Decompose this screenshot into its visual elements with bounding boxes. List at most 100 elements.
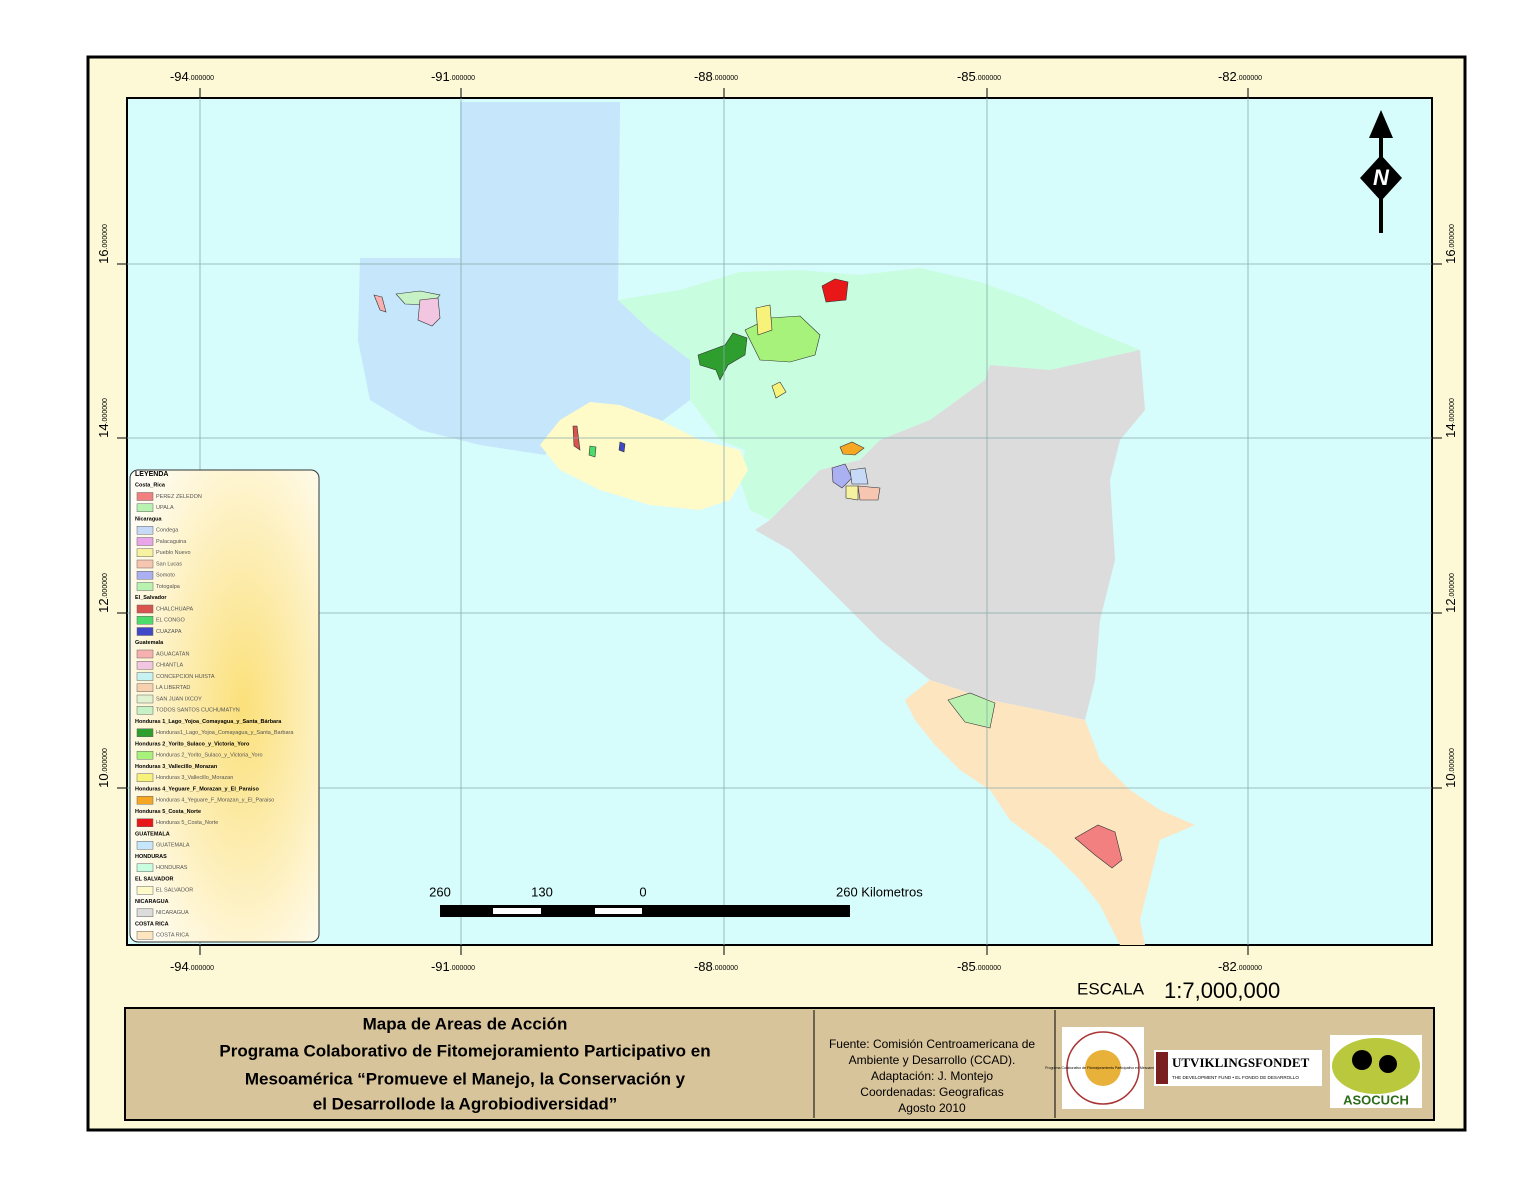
legend-group: Honduras 5_Costa_Norte — [135, 809, 201, 815]
legend-group: Honduras 3_Vallecillo_Morazan — [135, 764, 218, 770]
legend-swatch — [136, 751, 154, 760]
legend-swatch — [136, 526, 154, 535]
legend-swatch — [136, 616, 154, 625]
guatemala — [358, 102, 690, 455]
graticule-label: -94.000000 — [170, 69, 214, 84]
legend-swatch — [136, 672, 154, 681]
area — [771, 381, 787, 399]
legend-swatch — [136, 571, 154, 580]
area — [821, 278, 849, 303]
nicaragua — [755, 350, 1145, 720]
degree: 14 — [1443, 423, 1458, 437]
area — [947, 692, 996, 729]
legend-swatch — [136, 649, 154, 659]
decimal: .000000 — [1237, 75, 1262, 82]
legend-label: SAN JUAN IXCOY — [156, 696, 202, 702]
degree: 10 — [1443, 773, 1458, 787]
area — [588, 445, 597, 458]
legend-label: AGUACATAN — [156, 651, 189, 657]
degree: -91 — [431, 959, 450, 974]
legend-label: PEREZ ZELEDON — [156, 494, 202, 500]
decimal: .000000 — [189, 75, 214, 82]
decimal: .000000 — [1449, 224, 1456, 249]
logo-circle-art — [1085, 1050, 1121, 1086]
decimal: .000000 — [713, 965, 738, 972]
decimal-digits: 000000 — [1239, 965, 1262, 972]
area — [831, 463, 853, 489]
legend-label: Honduras1_Lago_Yojoa_Comayagua_y_Santa_B… — [156, 730, 294, 736]
decimal: .000000 — [189, 965, 214, 972]
legend-box — [129, 469, 320, 943]
legend-label: Honduras 5_Costa_Norte — [156, 820, 218, 826]
north-arrow-diamond — [1360, 155, 1402, 201]
legend-group: Honduras 4_Yeguare_F_Morazan_y_El_Parais… — [135, 786, 259, 792]
graticule-label: -88.000000 — [694, 69, 738, 84]
legend-label: EL CONGO — [156, 618, 186, 624]
decimal: .000000 — [102, 398, 109, 423]
legend-label: CUAZAPA — [156, 629, 182, 635]
area — [755, 304, 773, 336]
decimal: .000000 — [450, 965, 475, 972]
legend-group: Nicaragua — [135, 516, 163, 522]
logo-circle-text: Programa Colaborativo de Fitomejoramient… — [1045, 1066, 1161, 1070]
legend-swatch — [136, 683, 154, 692]
legend-label: Totogalpa — [156, 584, 181, 590]
degree: -82 — [1218, 69, 1237, 84]
legend-label: COSTA RICA — [156, 933, 189, 939]
legend-label: UPALA — [156, 505, 174, 511]
decimal-digits: 000000 — [452, 965, 475, 972]
north-label: N — [1373, 165, 1390, 190]
source-line: Adaptación: J. Montejo — [871, 1069, 993, 1083]
area — [849, 467, 869, 485]
decimal-digits: 000000 — [1239, 75, 1262, 82]
decimal: .000000 — [1449, 748, 1456, 773]
legend-swatch — [136, 582, 154, 591]
legend-swatch — [136, 503, 154, 512]
decimal: .000000 — [102, 224, 109, 249]
graticule-label: -88.000000 — [694, 959, 738, 974]
decimal: .000000 — [976, 75, 1001, 82]
legend-swatch — [136, 548, 154, 557]
area — [857, 485, 881, 501]
graticule-label: 10.000000 — [1443, 748, 1458, 788]
graticule-label: 16.000000 — [96, 224, 111, 264]
legend-group: NICARAGUA — [135, 899, 169, 905]
scale-label: 260 — [429, 884, 451, 899]
legend-swatch — [136, 604, 154, 614]
legend-label: LA LIBERTAD — [156, 685, 190, 691]
degree: -91 — [431, 69, 450, 84]
scale-label: 260 Kilometros — [836, 884, 923, 899]
legend-label: Honduras 2_Yorito_Sulaco_y_Victoria_Yoro — [156, 753, 263, 759]
logo-asocuch-art — [1332, 1038, 1420, 1094]
decimal-digits: 000000 — [1449, 748, 1456, 771]
legend-swatch — [136, 728, 154, 737]
decimal-digits: 000000 — [191, 75, 214, 82]
title-line: Mesoamérica “Promueve el Manejo, la Cons… — [245, 1069, 686, 1088]
graticule-label: -91.000000 — [431, 69, 475, 84]
legend-label: CONCEPCION HUISTA — [156, 674, 215, 680]
logo-fund-tagline: THE DEVELOPMENT FUND • EL FONDO DE DESAR… — [1172, 1075, 1299, 1080]
decimal-digits: 000000 — [715, 75, 738, 82]
decimal-digits: 000000 — [191, 965, 214, 972]
degree: -94 — [170, 69, 189, 84]
legend-swatch — [136, 818, 154, 827]
north-arrow-head — [1369, 110, 1393, 138]
title-line: Programa Colaborativo de Fitomejoramient… — [219, 1041, 710, 1060]
legend-swatch — [136, 706, 154, 715]
source-line: Agosto 2010 — [898, 1101, 966, 1115]
decimal: .000000 — [713, 75, 738, 82]
legend-title: LEYENDA — [135, 471, 168, 478]
legend-swatch — [136, 661, 154, 670]
graticule-label: -91.000000 — [431, 959, 475, 974]
degree: 10 — [96, 773, 111, 787]
decimal-digits: 000000 — [1449, 573, 1456, 596]
legend-label: Honduras 3_Vallecillo_Morazan — [156, 775, 233, 781]
decimal-digits: 000000 — [978, 75, 1001, 82]
source-line: Fuente: Comisión Centroamericana de — [829, 1037, 1035, 1051]
degree: 12 — [96, 598, 111, 612]
legend-swatch — [136, 796, 154, 805]
legend-label: NICARAGUA — [156, 910, 189, 916]
decimal-digits: 000000 — [715, 965, 738, 972]
degree: -88 — [694, 69, 713, 84]
